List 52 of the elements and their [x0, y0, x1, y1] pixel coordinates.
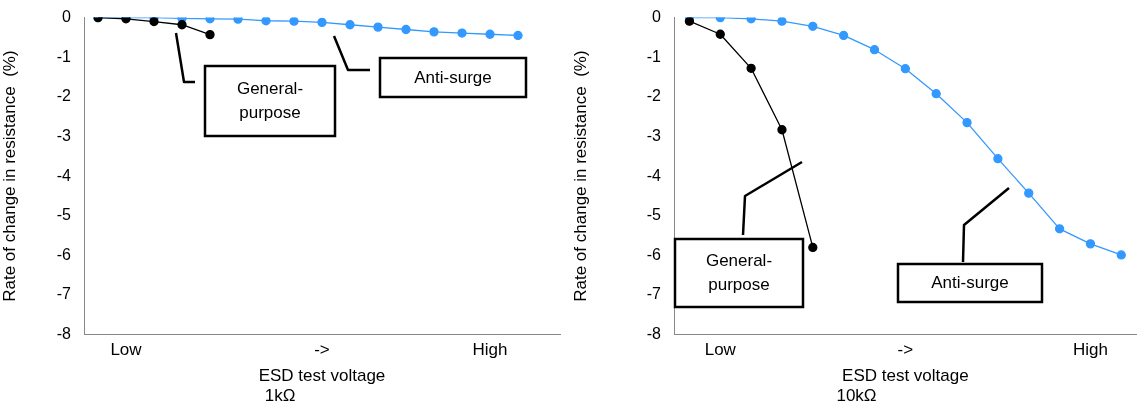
point	[839, 30, 849, 41]
point	[900, 64, 910, 74]
point	[1054, 224, 1065, 234]
y-tick-label: -8	[646, 325, 662, 343]
x-tick-label: High	[472, 340, 508, 360]
y-tick-label: -4	[56, 166, 72, 184]
y-tick-label: -4	[646, 166, 662, 184]
point	[931, 89, 941, 99]
point	[1085, 239, 1096, 249]
point	[1024, 188, 1034, 198]
text: 10kΩ	[836, 386, 877, 406]
point	[808, 242, 818, 253]
point	[777, 125, 787, 135]
point	[993, 154, 1003, 164]
x-tick-label: ->	[314, 340, 330, 360]
x-tick-label: Low	[704, 340, 737, 360]
x-tick-label: ->	[897, 340, 914, 360]
point	[715, 29, 725, 39]
callout: Anti-surge	[896, 186, 1044, 304]
text: 1kΩ	[264, 386, 296, 406]
y-tick-label: -7	[56, 285, 72, 303]
y-tick-label: -2	[56, 87, 72, 105]
y-tick-label: -3	[646, 126, 662, 144]
point	[869, 45, 880, 55]
point	[1116, 250, 1126, 260]
point	[808, 21, 818, 31]
y-tick-label: -2	[646, 87, 662, 105]
y-tick-label: -6	[56, 245, 72, 263]
callout: General-purpose	[673, 160, 805, 309]
y-tick-label: 0	[62, 8, 72, 26]
y-tick-label: -8	[56, 325, 72, 343]
point	[777, 17, 787, 26]
x-axis-title: ESD test voltage	[842, 366, 969, 386]
point	[962, 117, 972, 128]
callout: Anti-surge	[332, 34, 528, 99]
y-axis-title: Rate of change in resistance (%)	[570, 50, 590, 302]
x-tick-label: Low	[110, 340, 143, 360]
y-axis-title: Rate of change in resistance (%)	[0, 50, 19, 302]
y-tick-label: 0	[652, 8, 662, 26]
x-tick-label: High	[1072, 340, 1108, 360]
callout: General-purpose	[174, 31, 337, 138]
y-tick-label: -1	[646, 47, 662, 65]
y-tick-label: -5	[646, 206, 662, 224]
point	[746, 63, 756, 73]
x-axis-title: ESD test voltage	[258, 366, 386, 386]
y-tick-label: -1	[56, 47, 72, 65]
point	[746, 17, 756, 24]
y-tick-label: -5	[56, 206, 72, 224]
y-tick-label: -7	[646, 285, 662, 303]
y-tick-label: -3	[56, 126, 72, 144]
series-label: Anti-surge	[380, 58, 526, 97]
y-tick-label: -6	[646, 245, 662, 263]
